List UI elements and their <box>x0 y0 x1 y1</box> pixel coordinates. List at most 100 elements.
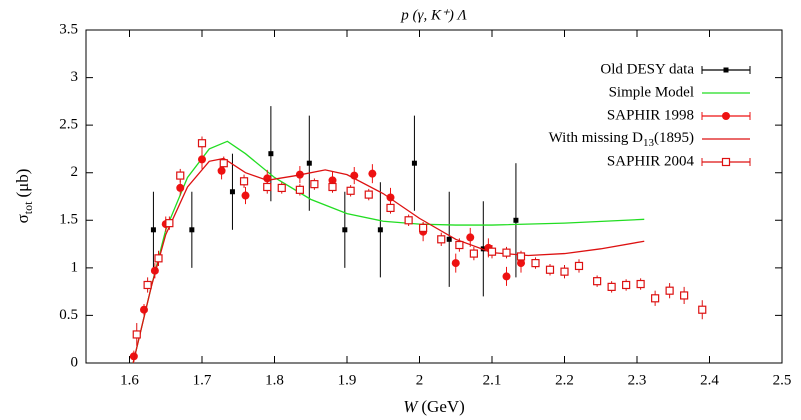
point <box>198 155 206 164</box>
legend-label: Simple Model <box>609 84 694 100</box>
chart-title: p (γ, K⁺) Λ <box>400 7 466 23</box>
point <box>698 305 707 314</box>
y-tick-label: 2 <box>71 164 79 180</box>
point <box>368 169 377 178</box>
legend-label: With missing D13(1895) <box>549 130 694 148</box>
point <box>364 190 373 199</box>
point <box>446 236 452 242</box>
point <box>386 203 395 213</box>
point <box>531 259 540 268</box>
legend-label: SAPHIR 2004 <box>607 153 695 169</box>
legend-swatch-bar <box>701 66 751 74</box>
legend-label-sub: 13 <box>643 137 655 149</box>
point <box>229 189 235 195</box>
point <box>502 272 511 281</box>
point <box>593 277 602 286</box>
legend-label-part: (1895) <box>654 130 694 146</box>
point <box>517 259 525 268</box>
x-tick-label: 1.8 <box>265 372 284 388</box>
y-tick-label: 3.5 <box>59 21 78 37</box>
point <box>574 261 584 271</box>
y-label-symbol: σ <box>13 214 32 223</box>
x-label-unit: (GeV) <box>421 397 464 416</box>
point <box>176 183 185 192</box>
point <box>502 248 511 257</box>
point <box>487 247 497 256</box>
point <box>268 151 274 157</box>
legend-marker <box>721 157 731 167</box>
plot-frame <box>85 29 783 364</box>
point <box>328 176 337 185</box>
point <box>545 265 555 274</box>
point <box>295 185 304 194</box>
point <box>189 227 195 233</box>
point <box>411 160 417 166</box>
y-label-unit: (μb) <box>13 169 32 198</box>
legend-marker <box>723 67 729 73</box>
y-tick-label: 1 <box>71 259 79 275</box>
point <box>328 182 337 192</box>
point <box>516 252 526 261</box>
x-label-var: W <box>403 397 419 416</box>
x-tick-label: 1.7 <box>193 372 212 388</box>
point <box>165 219 174 228</box>
model-curve <box>132 157 645 364</box>
legend-swatch-bar <box>701 112 751 120</box>
point <box>143 280 152 290</box>
point <box>513 217 519 223</box>
point <box>241 191 250 200</box>
legend-marker <box>722 112 730 120</box>
legend-label: SAPHIR 1998 <box>607 107 694 123</box>
point <box>636 279 645 289</box>
point <box>219 159 228 168</box>
point <box>451 259 460 268</box>
legend-label-part: With missing D <box>549 130 644 146</box>
point <box>560 267 569 276</box>
x-tick-label: 1.6 <box>120 372 139 388</box>
point <box>306 160 312 166</box>
point <box>419 223 428 232</box>
point <box>651 294 660 303</box>
point <box>217 166 226 175</box>
point <box>469 249 478 258</box>
point <box>154 254 163 263</box>
point <box>665 286 674 295</box>
y-tick-label: 1.5 <box>59 212 78 228</box>
model-curve <box>132 140 645 364</box>
x-tick-label: 2.4 <box>700 372 719 388</box>
point <box>176 171 185 180</box>
point <box>342 227 348 233</box>
point <box>437 235 446 244</box>
point <box>466 233 475 242</box>
x-tick-label: 2.5 <box>773 372 792 388</box>
point <box>377 227 383 233</box>
y-tick-label: 0 <box>71 354 79 370</box>
legend-label: Old DESY data <box>600 61 694 77</box>
point <box>310 180 319 189</box>
x-tick-label: 1.9 <box>338 372 357 388</box>
x-tick-label: 2 <box>416 372 424 388</box>
x-tick-label: 2.3 <box>628 372 647 388</box>
point <box>607 282 616 291</box>
y-tick-label: 0.5 <box>59 307 78 323</box>
point <box>455 240 464 250</box>
x-axis-label: W (GeV) <box>403 397 465 416</box>
point <box>150 227 156 233</box>
point <box>197 139 207 148</box>
y-tick-label: 3 <box>71 69 79 85</box>
y-tick-label: 2.5 <box>59 117 78 133</box>
point <box>132 330 141 339</box>
point <box>277 183 286 193</box>
point <box>239 177 249 186</box>
legend-swatch-bar <box>701 158 751 166</box>
y-axis-label: σtot (μb) <box>13 169 35 224</box>
y-label-sub: tot <box>21 201 35 214</box>
point <box>404 216 413 225</box>
point <box>680 291 689 300</box>
point <box>346 186 355 195</box>
point <box>263 182 272 192</box>
x-tick-label: 2.2 <box>555 372 574 388</box>
x-tick-label: 2.1 <box>483 372 502 388</box>
